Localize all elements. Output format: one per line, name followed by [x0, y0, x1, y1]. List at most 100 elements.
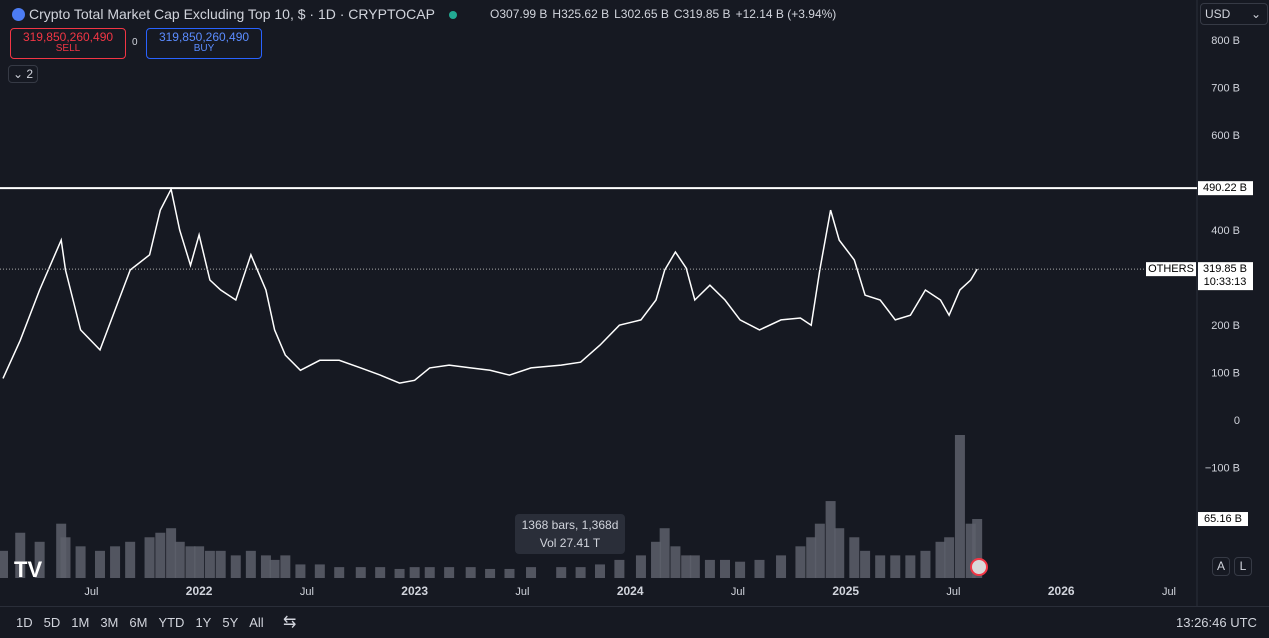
spread: 0 — [132, 37, 138, 48]
x-tick-label: Jul — [1162, 586, 1176, 598]
volume-bar — [935, 541, 946, 578]
last-price-box — [1198, 262, 1253, 291]
volume-bar — [776, 555, 787, 578]
volume-bar — [526, 567, 537, 578]
x-tick-label: Jul — [946, 586, 960, 598]
volume-bar — [595, 564, 605, 578]
range-button[interactable]: 6M — [129, 615, 148, 630]
date-range-icon[interactable]: ⇆ — [283, 614, 297, 631]
volume-bar — [60, 537, 71, 578]
volume-bar — [125, 541, 136, 578]
volume-bar — [825, 501, 836, 578]
volume-bar — [424, 567, 435, 578]
x-tick-label: Jul — [731, 586, 745, 598]
volume-bar — [920, 550, 931, 578]
volume-bar — [670, 546, 681, 578]
sell-button[interactable]: 319,850,260,490 SELL — [10, 28, 126, 59]
volume-bar — [972, 519, 983, 578]
y-tick-label: 800 B — [1211, 35, 1240, 47]
volume-label: 65.16 B — [1204, 513, 1242, 525]
volume-bar — [849, 537, 860, 578]
volume-bar — [795, 546, 806, 578]
ohlc-value: 319.85 B — [682, 7, 731, 21]
x-tick-label: Jul — [515, 586, 529, 598]
volume-bar — [875, 555, 886, 578]
currency-select[interactable]: USD ⌄ — [1200, 3, 1268, 25]
x-tick-label: Jul — [300, 586, 314, 598]
x-tick-label: 2022 — [186, 584, 213, 598]
ohlc: O307.99 B H325.62 B L302.65 B C319.85 B +12.… — [490, 7, 836, 21]
volume-bar — [556, 567, 567, 578]
title: Crypto Total Market Cap Excluding Top 10… — [29, 6, 435, 22]
volume-bar — [375, 567, 386, 578]
buy-button[interactable]: 319,850,260,490 BUY — [146, 28, 262, 59]
ohlc-key: O — [490, 7, 500, 21]
series-name-box — [1146, 262, 1196, 277]
tooltip-bars: 1368 bars, 1,368d — [521, 518, 619, 532]
indicator-toggle[interactable]: ⌄ 2 — [8, 65, 38, 83]
auto-button[interactable]: A — [1212, 557, 1230, 576]
volume-bar — [575, 567, 586, 578]
range-button[interactable]: 5Y — [222, 615, 239, 630]
log-button[interactable]: L — [1234, 557, 1252, 576]
symbol-title: Crypto Total Market Cap Excluding Top 10… — [12, 6, 469, 22]
currency: USD — [1205, 7, 1231, 21]
volume-bar — [15, 532, 26, 578]
range-button[interactable]: 1D — [16, 615, 33, 630]
indicator-count: 2 — [26, 67, 34, 81]
volume-bar — [651, 541, 662, 578]
volume-bar — [704, 559, 715, 578]
range-button[interactable]: All — [249, 615, 264, 630]
y-tick-label: 600 B — [1211, 130, 1240, 142]
volume-bar — [260, 555, 271, 578]
ohlc-value: 325.62 B — [561, 7, 610, 21]
volume-bar — [465, 567, 476, 578]
volume-bar — [905, 555, 916, 578]
volume-bar — [155, 532, 166, 578]
volume-bar — [890, 555, 901, 578]
range-button[interactable]: 3M — [100, 615, 119, 630]
volume-bar — [215, 550, 226, 578]
volume-bar — [689, 555, 700, 578]
divider — [0, 606, 1269, 607]
event-flag — [970, 558, 988, 576]
volume-bar — [754, 559, 765, 578]
volume-label-box — [1198, 512, 1248, 527]
y-tick-label: 100 B — [1211, 368, 1240, 380]
volume-bar — [444, 567, 455, 578]
volume-bar — [614, 559, 625, 578]
tooltip-vol: Vol 27.41 T — [539, 536, 601, 550]
volume-bar — [681, 555, 692, 578]
volume-bar — [834, 528, 845, 578]
y-tick-label: −100 B — [1205, 463, 1240, 475]
sell-price: 319,850,260,490 — [22, 30, 114, 44]
range-button[interactable]: YTD — [158, 615, 185, 630]
range-button[interactable]: 1M — [71, 615, 90, 630]
sell-label: SELL — [55, 43, 81, 54]
volume-bar — [144, 537, 155, 578]
volume-bar — [314, 564, 325, 578]
volume-bar — [34, 541, 45, 578]
x-tick-label: Jul — [84, 586, 98, 598]
range-button[interactable]: 1Y — [195, 615, 212, 630]
x-tick-label: 2026 — [1048, 584, 1075, 598]
buy-label: BUY — [193, 43, 215, 54]
volume-bar — [944, 537, 955, 578]
volume-bar — [174, 541, 185, 578]
volume-bar — [659, 528, 670, 578]
ohlc-value: 302.65 B — [620, 7, 669, 21]
volume-bar — [954, 435, 965, 578]
volume-bar — [94, 550, 105, 578]
x-tick-label: 2023 — [401, 584, 428, 598]
volume-bar — [230, 555, 241, 578]
volume-bar — [269, 559, 280, 578]
x-tick-label: 2024 — [617, 584, 644, 598]
volume-bar — [0, 550, 8, 578]
volume-bar — [814, 523, 825, 578]
volume-bar — [295, 564, 306, 578]
volume-bar — [394, 568, 405, 578]
range-button[interactable]: 5D — [43, 615, 61, 630]
countdown: 10:33:13 — [1204, 276, 1247, 288]
